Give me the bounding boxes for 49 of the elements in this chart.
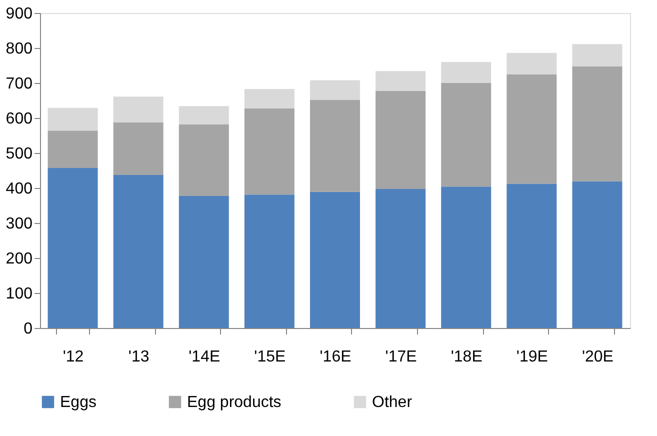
bar [506,52,557,74]
bar [572,181,622,328]
x-tick-label: '12 [62,348,84,366]
bar [113,96,164,122]
x-tick-label: '20E [582,348,614,366]
bar [178,196,229,328]
bar [572,66,622,182]
y-tick-label: 600 [6,110,33,128]
legend-label: Eggs [60,394,96,411]
x-tick-label: '15E [254,348,286,366]
bar [441,62,492,83]
legend-label: Other [372,394,413,411]
bar [376,189,426,328]
x-tick-label: '16E [320,348,352,366]
y-tick-label: 0 [24,320,33,338]
bar [48,130,98,168]
bar [506,184,557,328]
bar [178,106,229,124]
bar [506,74,557,184]
bar [310,100,360,192]
y-tick-label: 100 [6,286,33,302]
bar [48,108,98,131]
legend-label: Egg products [187,394,282,411]
x-tick-label: '13 [128,348,150,366]
bar [376,91,426,190]
bar [48,168,98,328]
y-tick-label: 700 [6,76,33,92]
y-tick-label: 900 [6,6,33,22]
bar [178,124,229,196]
x-tick-label: '19E [516,348,548,366]
y-tick-label: 500 [6,146,33,162]
x-tick-label: '14E [188,348,220,366]
y-tick-label: 800 [6,40,33,58]
y-tick-label: 400 [6,180,33,198]
bar [310,192,360,328]
bar [310,80,360,100]
bar [441,186,492,328]
bar [113,175,164,328]
bar [441,83,492,187]
y-tick-label: 300 [6,216,33,232]
bar [244,108,294,195]
bar [113,122,164,176]
x-tick-label: '17E [385,348,417,366]
bar [572,44,622,66]
y-tick-label: 200 [6,250,33,268]
bar [376,71,426,92]
x-tick-label: '18E [450,348,482,366]
bar [244,88,294,108]
bar [244,194,294,328]
